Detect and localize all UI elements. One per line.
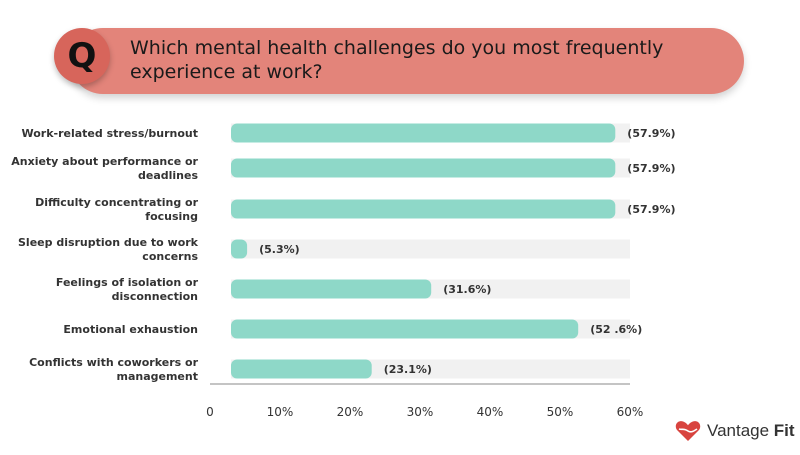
data-label: (57.9%) bbox=[627, 162, 675, 175]
data-label: (57.9%) bbox=[627, 127, 675, 140]
bar bbox=[231, 359, 372, 379]
bar bbox=[231, 199, 616, 219]
category-label: Conflicts with coworkers or bbox=[29, 356, 198, 369]
category-label: Difficulty concentrating or bbox=[35, 196, 198, 209]
category-label: focusing bbox=[145, 210, 198, 223]
x-tick-label: 50% bbox=[547, 405, 574, 419]
bar bbox=[231, 319, 579, 339]
bar-track bbox=[231, 239, 630, 259]
question-badge: Q bbox=[54, 28, 110, 84]
brand-name-regular: Vantage bbox=[707, 421, 774, 440]
bar bbox=[231, 158, 616, 178]
category-label: Feelings of isolation or bbox=[56, 276, 199, 289]
bar bbox=[231, 279, 432, 299]
bar bbox=[231, 239, 248, 259]
category-label: deadlines bbox=[138, 169, 198, 182]
category-label: concerns bbox=[142, 250, 198, 263]
x-tick-label: 40% bbox=[477, 405, 504, 419]
x-tick-label: 60% bbox=[617, 405, 644, 419]
data-label: (52 .6%) bbox=[590, 323, 642, 336]
category-label: Sleep disruption due to work bbox=[18, 236, 199, 249]
category-label: Emotional exhaustion bbox=[63, 323, 198, 336]
category-label: disconnection bbox=[112, 290, 198, 303]
question-text: Which mental health challenges do you mo… bbox=[130, 37, 664, 83]
question-badge-letter: Q bbox=[67, 36, 97, 76]
data-label: (23.1%) bbox=[384, 363, 432, 376]
data-label: (5.3%) bbox=[259, 243, 300, 256]
brand-logo: Vantage Fit bbox=[675, 420, 795, 442]
x-tick-label: 0 bbox=[206, 405, 214, 419]
heart-icon bbox=[675, 421, 701, 441]
category-label: management bbox=[117, 370, 199, 383]
category-label: Work-related stress/burnout bbox=[21, 127, 198, 140]
data-label: (31.6%) bbox=[443, 283, 491, 296]
category-label: Anxiety about performance or bbox=[11, 155, 198, 168]
brand-name-bold: Fit bbox=[773, 421, 795, 440]
bar bbox=[231, 123, 616, 143]
x-tick-label: 20% bbox=[337, 405, 364, 419]
x-tick-label: 10% bbox=[267, 405, 294, 419]
x-tick-label: 30% bbox=[407, 405, 434, 419]
data-label: (57.9%) bbox=[627, 203, 675, 216]
brand-name: Vantage Fit bbox=[707, 421, 795, 441]
question-banner bbox=[70, 28, 744, 94]
